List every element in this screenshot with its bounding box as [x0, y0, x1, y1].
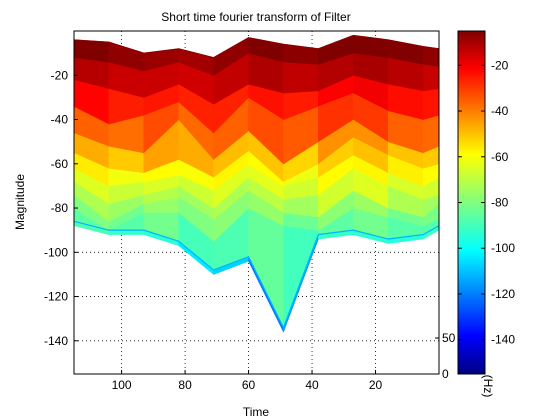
y-tick-label: -20	[51, 68, 69, 82]
spectrum-series-line	[74, 34, 439, 59]
x-tick-label: 80	[178, 378, 192, 392]
z-tick-label: 0	[442, 367, 449, 381]
x-tick-label: 40	[305, 378, 319, 392]
y-axis-label: Magnitude	[13, 174, 27, 230]
spectrum-bottom-edge	[74, 220, 439, 330]
y-axis: -20 -40 -60 -80 -100 -120 -140	[44, 68, 78, 348]
surface-patch	[422, 63, 439, 92]
x-tick-label: 20	[369, 378, 383, 392]
z-tick-label: 50	[442, 331, 456, 345]
colorbar-tick-label: -60	[491, 150, 509, 164]
axes-border	[73, 30, 440, 375]
colorbar-tick-label: -120	[491, 287, 515, 301]
y-tick-label: -140	[44, 334, 68, 348]
surface-patch	[422, 46, 439, 67]
spectrum-surface	[74, 34, 439, 333]
colorbar-tick-label: -140	[491, 333, 515, 347]
y-tick-label: -100	[44, 245, 68, 259]
y-tick-label: -60	[51, 157, 69, 171]
plot-area: 100 80 60 40 20 -20 -40 -60 -80 -100 -120 -140 0 50	[44, 30, 456, 392]
surface-patch	[283, 61, 319, 94]
surface-patch	[108, 229, 145, 235]
y-tick-label: -40	[51, 113, 69, 127]
y-tick-label: -80	[51, 201, 69, 215]
surface-patch	[422, 114, 439, 154]
colorbar: -20 -40 -60 -80 -100 -120 -140 (Hz)	[457, 30, 515, 398]
surface-patch	[422, 88, 439, 120]
colorbar-tick-label: -40	[491, 104, 509, 118]
x-tick-label: 100	[112, 378, 132, 392]
x-axis-label: Time	[243, 405, 270, 419]
x-tick-label: 60	[242, 378, 256, 392]
colorbar-gradient	[457, 30, 486, 375]
colorbar-tick-label: -100	[491, 241, 515, 255]
z-axis: 0 50	[435, 331, 456, 381]
colorbar-tick-label: -80	[491, 196, 509, 210]
y-tick-label: -120	[44, 290, 68, 304]
colorbar-label: (Hz)	[481, 375, 495, 398]
x-axis: 100 80 60 40 20	[112, 370, 383, 392]
colorbar-tick-label: -20	[491, 58, 509, 72]
colorbar-ticks: -20 -40 -60 -80 -100 -120 -140	[458, 58, 515, 347]
chart-title: Short time fourier transform of Filter	[161, 10, 350, 24]
